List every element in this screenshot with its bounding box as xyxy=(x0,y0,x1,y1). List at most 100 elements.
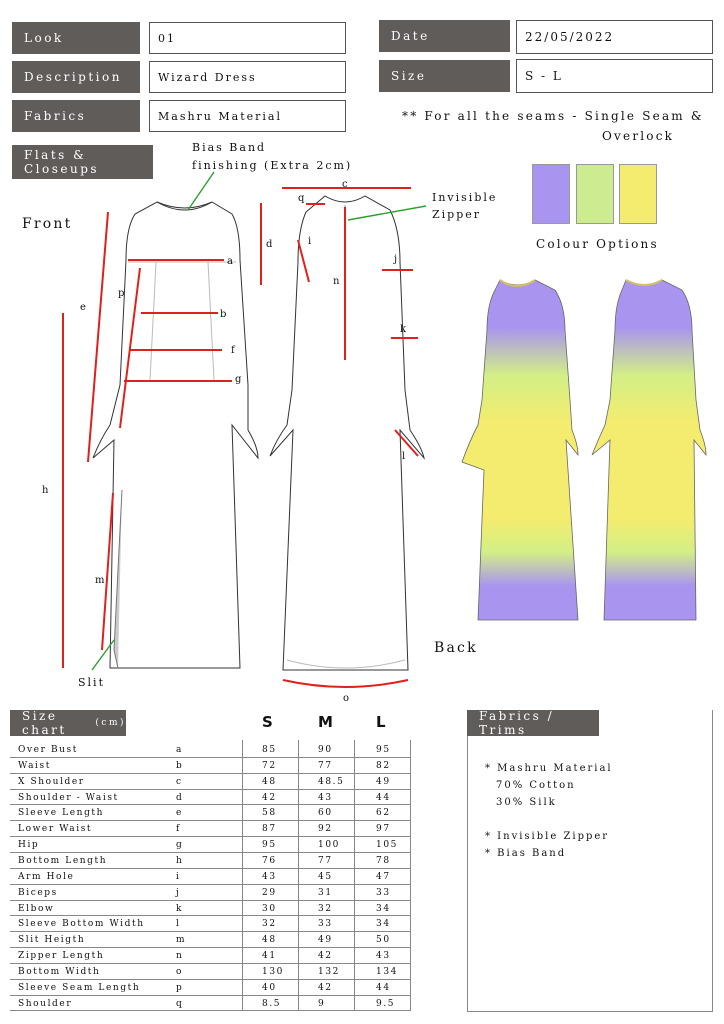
row-size-m: 77 xyxy=(318,760,333,771)
seam-note-line1: ** For all the seams - Single Seam & xyxy=(402,109,704,123)
marker-e: e xyxy=(80,302,86,313)
row-name: Lower Waist xyxy=(18,824,93,835)
marker-d: d xyxy=(266,239,273,250)
marker-q: q xyxy=(298,193,305,204)
row-code: j xyxy=(176,887,181,898)
size-value: S - L xyxy=(516,59,713,93)
row-size-m: 31 xyxy=(318,887,333,898)
colour-dress-front xyxy=(461,279,579,621)
marker-a: a xyxy=(227,256,233,267)
marker-g: g xyxy=(235,374,242,385)
table-row-divider xyxy=(10,962,410,964)
size-header-s: S xyxy=(262,713,273,731)
row-size-s: 87 xyxy=(262,824,277,835)
row-size-s: 30 xyxy=(262,903,277,914)
table-row-divider xyxy=(10,947,410,949)
description-label: Description xyxy=(12,61,140,93)
table-column-divider xyxy=(354,740,355,1012)
marker-f: f xyxy=(231,345,236,356)
size-chart-unit: (cm) xyxy=(95,718,126,728)
row-size-m: 32 xyxy=(318,903,333,914)
row-size-l: 49 xyxy=(376,776,391,787)
table-row-divider xyxy=(10,978,410,980)
row-code: m xyxy=(176,935,187,946)
row-size-s: 41 xyxy=(262,951,277,962)
marker-m: m xyxy=(95,575,105,586)
row-code: e xyxy=(176,808,183,819)
colour-dress-back xyxy=(591,279,707,621)
row-size-s: 48 xyxy=(262,776,277,787)
seam-note-line2: Overlock xyxy=(602,129,675,143)
swatch-purple xyxy=(532,164,570,224)
row-size-m: 100 xyxy=(318,840,340,851)
table-row-divider xyxy=(10,820,410,822)
row-name: Bottom Length xyxy=(18,855,108,866)
row-size-m: 77 xyxy=(318,855,333,866)
row-size-m: 9 xyxy=(318,998,326,1009)
table-row-divider xyxy=(10,931,410,933)
zipper-note-line1: Invisible xyxy=(432,191,498,204)
front-label: Front xyxy=(22,216,73,232)
row-name: Slit Heigth xyxy=(18,935,86,946)
fabrics-trims-panel xyxy=(467,710,713,1012)
fabric-line-spacer xyxy=(485,811,613,828)
row-size-m: 92 xyxy=(318,824,333,835)
table-row-divider xyxy=(10,867,410,869)
slit-label: Slit xyxy=(78,676,105,689)
note-lines xyxy=(91,171,427,671)
table-column-divider xyxy=(410,740,411,1012)
row-name: X Shoulder xyxy=(18,776,85,787)
row-code: d xyxy=(176,792,184,803)
marker-k: k xyxy=(400,324,407,335)
table-row-divider xyxy=(10,1010,410,1012)
swatch-yellow xyxy=(619,164,657,224)
row-name: Elbow xyxy=(18,903,55,914)
row-size-m: 42 xyxy=(318,982,333,993)
row-code: c xyxy=(176,776,183,787)
colour-options-title: Colour Options xyxy=(536,237,659,251)
row-size-l: 97 xyxy=(376,824,391,835)
row-size-m: 43 xyxy=(318,792,333,803)
look-label: Look xyxy=(12,22,140,54)
marker-p: p xyxy=(118,288,124,299)
marker-h: h xyxy=(42,485,49,496)
row-name: Arm Hole xyxy=(18,871,75,882)
row-name: Zipper Length xyxy=(18,951,105,962)
row-size-s: 43 xyxy=(262,871,277,882)
row-size-s: 58 xyxy=(262,808,277,819)
row-name: Hip xyxy=(18,840,40,851)
fabrics-label: Fabrics xyxy=(12,100,140,132)
row-size-l: 34 xyxy=(376,919,391,930)
row-size-l: 62 xyxy=(376,808,391,819)
table-row-divider xyxy=(10,883,410,885)
row-name: Sleeve Length xyxy=(18,808,105,819)
measure-markers: a b c d e f g h i j k l m n o p q xyxy=(42,179,407,704)
row-size-l: 43 xyxy=(376,951,391,962)
measure-lines xyxy=(62,187,419,688)
row-code: l xyxy=(176,919,181,930)
front-dress-flat xyxy=(92,201,259,669)
table-row-divider xyxy=(10,915,410,917)
row-size-s: 95 xyxy=(262,840,277,851)
row-size-s: 85 xyxy=(262,745,277,755)
size-header-m: M xyxy=(318,713,333,731)
row-size-l: 95 xyxy=(376,745,391,755)
bias-note-line1: Bias Band xyxy=(192,141,267,154)
marker-i: i xyxy=(308,236,311,247)
table-row-divider xyxy=(10,756,410,758)
date-label: Date xyxy=(379,20,510,52)
fabric-line: 70% Cotton xyxy=(496,780,576,791)
row-size-l: 134 xyxy=(376,966,398,977)
row-name: Over Bust xyxy=(18,745,78,755)
fabric-line: * Bias Band xyxy=(485,848,567,859)
fabric-line: * Mashru Material xyxy=(485,763,613,774)
row-size-l: 44 xyxy=(376,982,391,993)
row-code: p xyxy=(176,982,184,993)
row-code: o xyxy=(176,966,184,977)
row-code: f xyxy=(176,824,181,835)
row-size-s: 40 xyxy=(262,982,277,993)
row-size-s: 48 xyxy=(262,935,277,946)
marker-b: b xyxy=(220,309,226,320)
zipper-note-line2: Zipper xyxy=(432,208,482,221)
row-size-s: 42 xyxy=(262,792,277,803)
